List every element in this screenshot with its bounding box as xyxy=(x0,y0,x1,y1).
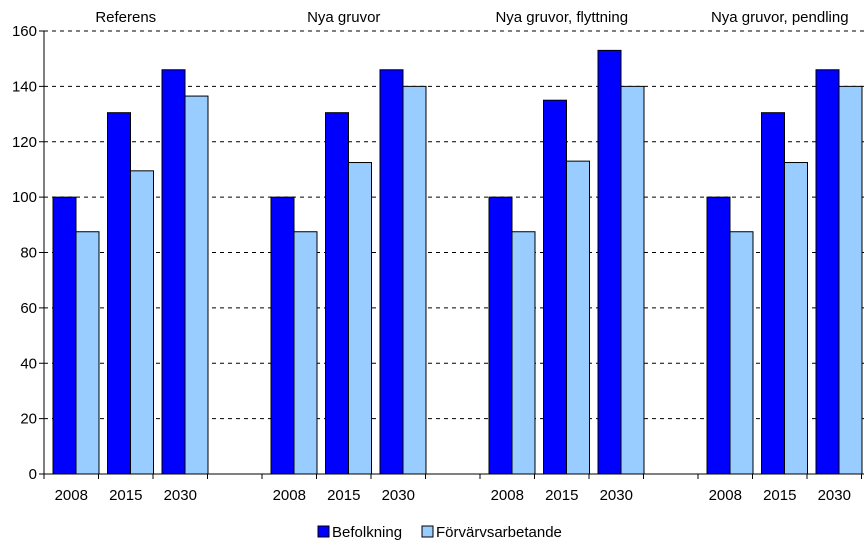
y-tick-label: 60 xyxy=(20,300,37,317)
bar-befolkning xyxy=(270,196,295,475)
y-tick-label: 80 xyxy=(20,245,37,262)
y-tick-label: 120 xyxy=(12,134,37,151)
bar-befolkning xyxy=(706,196,731,475)
legend-swatch xyxy=(317,525,330,538)
bar-f-rv-rvsarbetande xyxy=(784,162,808,475)
bar-befolkning xyxy=(488,196,513,475)
y-tick-label: 40 xyxy=(20,355,37,372)
y-tick-label: 140 xyxy=(12,78,37,95)
y-tick-label: 0 xyxy=(29,466,37,483)
x-tick-label: 2030 xyxy=(600,487,633,504)
bar-f-rv-rvsarbetande xyxy=(620,85,645,475)
y-tick-label: 100 xyxy=(12,189,37,206)
x-tick-label: 2015 xyxy=(327,487,360,504)
x-tick-label: 2015 xyxy=(763,487,796,504)
x-tick-label: 2008 xyxy=(55,487,88,504)
bar-befolkning xyxy=(52,196,77,475)
bar-f-rv-rvsarbetande xyxy=(75,231,100,475)
bar-f-rv-rvsarbetande xyxy=(402,85,427,475)
bar-befolkning xyxy=(161,69,186,475)
bar-befolkning xyxy=(597,49,622,475)
bar-f-rv-rvsarbetande xyxy=(130,170,154,475)
bar-befolkning xyxy=(379,69,404,475)
group-title: Nya gruvor, flyttning xyxy=(495,9,628,26)
bar-f-rv-rvsarbetande xyxy=(293,231,318,475)
x-tick-label: 2030 xyxy=(382,487,415,504)
x-tick-label: 2030 xyxy=(164,487,197,504)
group-title: Nya gruvor, pendling xyxy=(711,9,849,26)
y-tick-label: 20 xyxy=(20,411,37,428)
group-title: Referens xyxy=(95,9,156,26)
legend-label: Förvärvsarbetande xyxy=(436,524,562,541)
bar-befolkning xyxy=(543,99,567,475)
bar-f-rv-rvsarbetande xyxy=(729,231,754,475)
y-axis-ticks: 0 20 40 60 80 100 120 140 160 xyxy=(12,23,44,483)
bar-befolkning xyxy=(815,69,840,475)
x-tick-label: 2008 xyxy=(709,487,742,504)
legend-swatch xyxy=(421,525,434,538)
bar-befolkning xyxy=(761,112,785,475)
bar-f-rv-rvsarbetande xyxy=(838,85,863,475)
x-tick-label: 2030 xyxy=(818,487,851,504)
x-tick-label: 2015 xyxy=(545,487,578,504)
bar-f-rv-rvsarbetande xyxy=(348,162,372,475)
group-title: Nya gruvor xyxy=(307,9,380,26)
x-tick-label: 2008 xyxy=(491,487,524,504)
x-tick-label: 2015 xyxy=(109,487,142,504)
group-titles: Referens Nya gruvor Nya gruvor, flyttning N… xyxy=(95,9,848,26)
bar-befolkning xyxy=(325,112,349,475)
x-axis-ticks: 2008 2015 2030 2008 2015 2030 2008 2015 2030 2008… xyxy=(43,474,862,504)
legend: Befolkning Förvärvsarbetande xyxy=(317,524,562,541)
bar-f-rv-rvsarbetande xyxy=(511,231,536,475)
bars xyxy=(52,49,863,475)
bar-f-rv-rvsarbetande xyxy=(566,160,590,475)
bar-befolkning xyxy=(107,112,131,475)
y-tick-label: 160 xyxy=(12,23,37,40)
bar-f-rv-rvsarbetande xyxy=(184,95,209,475)
x-tick-label: 2008 xyxy=(273,487,306,504)
legend-label: Befolkning xyxy=(332,524,402,541)
